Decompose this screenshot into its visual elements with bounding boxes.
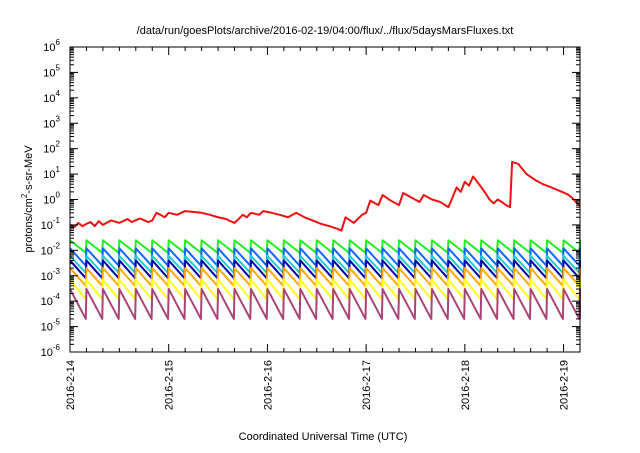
y-tick-label: 106 bbox=[43, 38, 60, 54]
x-tick-label: 2016-2-16 bbox=[262, 360, 274, 410]
y-tick-label: 102 bbox=[43, 140, 60, 156]
y-tick-label: 100 bbox=[43, 191, 60, 207]
series-line-6 bbox=[69, 267, 581, 287]
y-tick-label: 103 bbox=[43, 114, 60, 130]
x-tick-label: 2016-2-19 bbox=[559, 360, 571, 410]
y-tick-label: 104 bbox=[43, 89, 60, 105]
tick-layer: 10-6 10-5 10-4 10-3 10-2 10-1 100 101 102 103 104 1… bbox=[41, 38, 581, 410]
series-line-2 bbox=[69, 239, 581, 254]
y-tick-label: 10-4 bbox=[41, 292, 61, 308]
y-axis-label-rest: -s-sr-MeV bbox=[23, 145, 35, 194]
y-axis-label: protons/cm2-s-sr-MeV bbox=[20, 145, 35, 253]
y-tick-label: 105 bbox=[43, 63, 60, 79]
y-tick-label: 10-2 bbox=[41, 241, 61, 257]
x-axis-label: Coordinated Universal Time (UTC) bbox=[239, 431, 408, 443]
x-tick-label: 2016-2-14 bbox=[65, 360, 77, 410]
y-axis-label-base: protons/cm bbox=[23, 198, 35, 252]
x-tick-label: 2016-2-15 bbox=[164, 360, 176, 410]
y-tick-label: 10-1 bbox=[41, 216, 61, 232]
x-tick-label: 2016-2-17 bbox=[361, 360, 373, 410]
x-tick-label: 2016-2-18 bbox=[460, 360, 472, 410]
series-line-1 bbox=[69, 160, 581, 232]
y-tick-label: 101 bbox=[43, 165, 60, 181]
y-tick-label: 10-3 bbox=[41, 267, 61, 283]
series-line-7 bbox=[69, 278, 581, 301]
y-tick-label: 10-5 bbox=[41, 318, 61, 334]
chart-title: /data/run/goesPlots/archive/2016-02-19/0… bbox=[137, 25, 514, 37]
series-layer bbox=[69, 160, 581, 320]
y-tick-label: 10-6 bbox=[41, 343, 61, 359]
y-axis-label-sup: 2 bbox=[20, 193, 29, 198]
series-line-8 bbox=[69, 288, 581, 320]
